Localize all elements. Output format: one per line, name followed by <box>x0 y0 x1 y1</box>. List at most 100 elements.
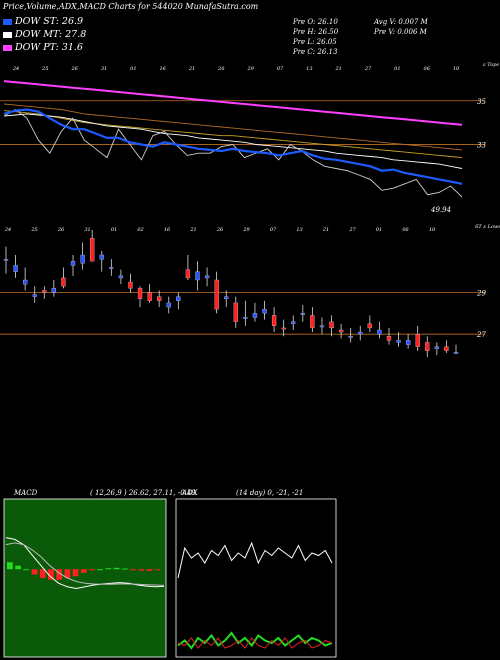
candle-body <box>176 296 181 301</box>
candle-body <box>185 269 191 279</box>
candle-body <box>3 259 9 261</box>
macd-histogram-bar <box>154 569 161 571</box>
ema-series-dow-pt <box>3 80 463 126</box>
price-x-tick: 25 <box>30 227 37 233</box>
price-x-tick: 26 <box>57 227 65 233</box>
price-y-tick-29: 29 <box>476 290 486 298</box>
candle-body <box>157 296 162 301</box>
adx-params: (14 day) 0, -21, -21 <box>236 489 304 497</box>
ema-x-tick: 27 <box>364 66 372 72</box>
macd-histogram-bar <box>64 569 71 578</box>
candle-body <box>42 290 47 293</box>
price-x-tick: 26 <box>216 227 224 233</box>
ohlc-open: Pre O: 26.10 <box>293 18 338 26</box>
candle-body <box>405 340 411 345</box>
ema-y-tick-33: 33 <box>477 141 486 149</box>
candle-body <box>32 294 37 297</box>
ema-x-tick: 21 <box>334 66 341 72</box>
candle-body <box>367 323 372 329</box>
price-x-tick: 13 <box>296 227 302 233</box>
macd-histogram-bar <box>31 569 38 575</box>
candle-body <box>262 309 267 314</box>
price-x-tick: 21 <box>322 227 329 233</box>
ema-corner-label: ε Tops <box>483 62 499 68</box>
price-corner-label: ST ε Lows <box>475 224 500 230</box>
macd-histogram-bar <box>105 568 112 570</box>
macd-histogram-bar <box>113 567 120 570</box>
macd-params: ( 12,26,9 ) 26.62, 27.11, -0.49 <box>90 489 196 497</box>
candle-body <box>128 281 133 289</box>
price-x-tick: 31 <box>84 227 90 233</box>
price-x-tick: 01 <box>111 227 117 233</box>
macd-series-signal <box>5 542 165 586</box>
ema-x-tick: 21 <box>188 66 195 72</box>
macd-histogram-bar <box>7 562 13 570</box>
candle-body <box>453 352 459 354</box>
macd-histogram-bar <box>130 569 136 571</box>
price-x-tick: 24 <box>4 227 11 233</box>
macd-histogram-bar <box>80 569 87 573</box>
ema-x-tick: 01 <box>130 66 136 72</box>
ema-x-tick: 13 <box>306 66 312 72</box>
legend-label-st: DOW ST: 26.9 <box>15 16 84 27</box>
legend-dow-pt: DOW PT: 31.6 <box>3 42 83 53</box>
price-x-tick: 21 <box>189 227 196 233</box>
legend-dow-st: DOW ST: 26.9 <box>3 16 83 27</box>
candle-body <box>80 254 85 264</box>
candle-body <box>214 279 219 310</box>
ema-series-line-5 <box>3 103 463 151</box>
candle-body <box>310 315 315 329</box>
legend-label-mt: DOW MT: 27.8 <box>15 29 87 40</box>
macd-histogram-bar <box>48 569 54 580</box>
candle-body <box>358 331 363 335</box>
macd-histogram-bar <box>72 569 79 577</box>
candle-body <box>233 302 238 322</box>
candle-body <box>425 342 430 351</box>
candle-body <box>348 336 353 338</box>
price-x-tick: 01 <box>376 227 382 233</box>
candle-body <box>70 261 76 266</box>
macd-histogram-bar <box>97 569 104 571</box>
candle-body <box>252 313 258 318</box>
candle-body <box>166 302 171 308</box>
adx-pane <box>175 498 337 658</box>
candle-body <box>51 288 57 293</box>
ohlc-close: Pre C: 26.13 <box>293 48 338 56</box>
price-x-tick: 07 <box>270 227 277 233</box>
price-x-tick: 27 <box>348 227 356 233</box>
ema-x-tick: 26 <box>70 66 78 72</box>
candle-body <box>204 275 210 279</box>
macd-histogram-bar <box>15 565 21 570</box>
ema-series-line-4 <box>3 110 463 159</box>
ema-x-tick: 06 <box>423 66 430 72</box>
legend-swatch-st <box>3 18 12 25</box>
adx-label: ADX <box>182 489 198 497</box>
ema-x-tick: 31 <box>101 66 107 72</box>
ema-y-tick-35: 35 <box>477 98 486 106</box>
legend-swatch-pt <box>3 44 12 51</box>
avg-volume: Avg V: 0.007 M <box>374 18 428 26</box>
macd-histogram-bar <box>56 569 63 580</box>
candle-body <box>137 288 143 299</box>
price-x-tick: 16 <box>164 227 171 233</box>
candle-body <box>415 334 420 347</box>
ema-x-tick: 29 <box>246 66 254 72</box>
candle-body <box>109 267 114 269</box>
legend-dow-mt: DOW MT: 27.8 <box>3 29 86 40</box>
price-y-tick-27: 27 <box>476 331 486 339</box>
adx-series-minus-di <box>177 637 333 649</box>
macd-pane <box>3 498 167 658</box>
candle-body <box>147 292 152 301</box>
ema-series-dow-st <box>3 108 463 185</box>
candle-body <box>271 315 277 326</box>
candle-body <box>319 325 325 328</box>
macd-histogram-bar <box>121 568 128 570</box>
ohlc-high: Pre H: 26.50 <box>293 28 339 36</box>
ema-x-tick: 10 <box>453 66 460 72</box>
candle-body <box>99 254 104 260</box>
candle-body <box>243 317 248 319</box>
price-x-tick: 10 <box>429 227 436 233</box>
candle-body <box>13 265 18 272</box>
